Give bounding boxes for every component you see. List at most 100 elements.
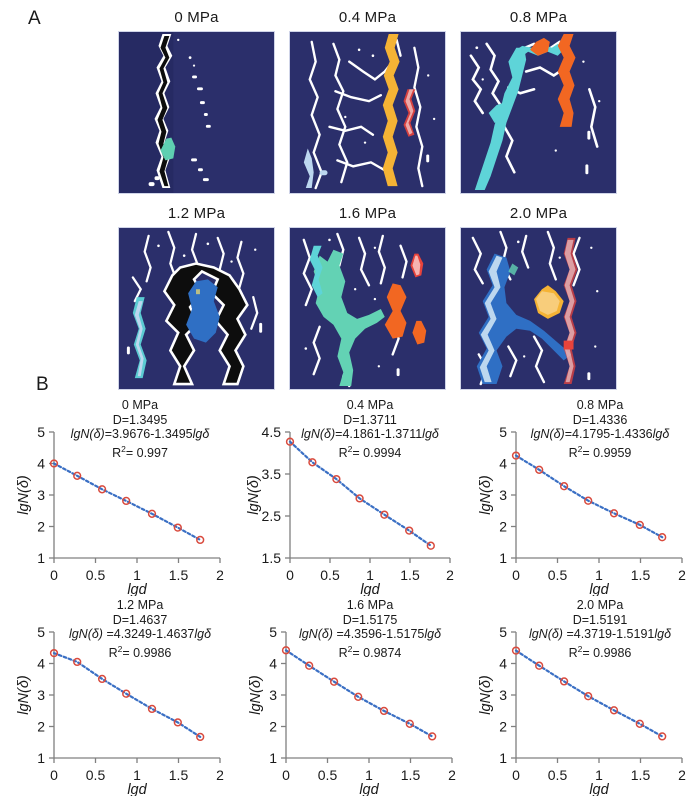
chart-20mpa: 2.0 MPa D=1.5191 lgN(δ) =4.3719-1.5191lg…: [468, 598, 698, 796]
chart-grid: 0 MPa D=1.3495 lgN(δ)=3.9676-1.3495lgδ R…: [8, 398, 700, 796]
ct-title-12mpa: 1.2 MPa: [167, 205, 226, 222]
svg-text:lgd: lgd: [589, 582, 609, 596]
svg-text:0.5: 0.5: [318, 767, 338, 783]
chart-dvalue-12mpa: D=1.4637: [112, 612, 168, 627]
ct-title-04mpa: 0.4 MPa: [338, 9, 397, 26]
svg-text:2: 2: [448, 767, 456, 783]
svg-text:1: 1: [133, 567, 141, 583]
svg-text:0.5: 0.5: [86, 767, 106, 783]
svg-text:5: 5: [37, 424, 45, 440]
chart-svg-04mpa: 4.5 3.5 2.5 1.5 0 0.5 1 1.5 2 lgN(δ) lgd: [246, 424, 454, 596]
chart-r2-04mpa: R2= 0.9994: [338, 443, 402, 460]
ct-image-grid: 0 MPa: [118, 8, 688, 390]
svg-text:lgN(δ): lgN(δ): [248, 675, 264, 714]
ct-title-08mpa: 0.8 MPa: [509, 9, 568, 26]
chart-16mpa: 1.6 MPa D=1.5175 lgN(δ) =4.3596-1.5175lg…: [238, 598, 468, 796]
svg-text:0: 0: [50, 767, 58, 783]
chart-title-16mpa: 1.6 MPa: [346, 598, 394, 612]
svg-text:2: 2: [37, 719, 45, 735]
chart-panel: B 0 MPa D=1.3495 lgN(δ)=3.9676-1.3495lgδ…: [0, 374, 700, 802]
svg-text:0.5: 0.5: [548, 567, 568, 583]
svg-text:lgN(δ): lgN(δ): [478, 675, 494, 714]
svg-text:1: 1: [499, 550, 507, 566]
chart-equation-20mpa: lgN(δ) =4.3719-1.5191lgδ: [528, 627, 672, 641]
svg-text:3: 3: [499, 487, 507, 503]
svg-text:lgN(δ): lgN(δ): [246, 475, 262, 514]
ct-image-20mpa: [460, 227, 617, 390]
svg-text:1.5: 1.5: [169, 567, 189, 583]
ct-cell-20mpa: 2.0 MPa: [460, 204, 617, 390]
svg-text:lgN(δ): lgN(δ): [16, 475, 32, 514]
svg-text:1.5: 1.5: [631, 767, 651, 783]
svg-text:1: 1: [595, 767, 603, 783]
svg-text:5: 5: [269, 624, 277, 640]
chart-row-bottom: 1.2 MPa D=1.4637 lgN(δ) =4.3249-1.4637lg…: [8, 598, 700, 796]
chart-equation-16mpa: lgN(δ) =4.3596-1.5175lgδ: [298, 627, 442, 641]
svg-text:0.5: 0.5: [548, 767, 568, 783]
svg-text:4: 4: [37, 456, 45, 472]
ct-cell-0mpa: 0 MPa: [118, 8, 275, 194]
svg-text:5: 5: [499, 624, 507, 640]
svg-text:1.5: 1.5: [401, 767, 421, 783]
svg-text:4: 4: [499, 656, 507, 672]
chart-header-0mpa: 0 MPa D=1.3495 lgN(δ)=3.9676-1.3495lgδ R…: [42, 398, 238, 460]
svg-text:lgd: lgd: [359, 782, 379, 796]
chart-0mpa: 0 MPa D=1.3495 lgN(δ)=3.9676-1.3495lgδ R…: [8, 398, 238, 596]
svg-text:2: 2: [678, 767, 686, 783]
svg-text:lgN(δ): lgN(δ): [16, 675, 32, 714]
chart-header-16mpa: 1.6 MPa D=1.5175 lgN(δ) =4.3596-1.5175lg…: [272, 598, 468, 660]
chart-dvalue-04mpa: D=1.3711: [343, 412, 397, 427]
svg-text:0.5: 0.5: [86, 567, 106, 583]
chart-header-04mpa: 0.4 MPa D=1.3711 lgN(δ)=4.1861-1.3711lgδ…: [272, 398, 468, 460]
svg-text:2: 2: [269, 719, 277, 735]
chart-svg-0mpa: 5 4 3 2 1 0 0.5 1 1.5 2 lgN(δ) lgd: [16, 424, 224, 596]
chart-title-08mpa: 0.8 MPa: [576, 398, 624, 412]
svg-text:4: 4: [269, 656, 277, 672]
svg-text:0: 0: [512, 767, 520, 783]
svg-text:3: 3: [499, 687, 507, 703]
svg-text:0: 0: [50, 567, 58, 583]
svg-text:1.5: 1.5: [169, 767, 189, 783]
svg-text:1: 1: [595, 567, 603, 583]
ct-title-0mpa: 0 MPa: [174, 9, 219, 26]
ct-image-04mpa: [289, 31, 446, 194]
ct-cell-12mpa: 1.2 MPa: [118, 204, 275, 390]
svg-text:2: 2: [446, 567, 454, 583]
ct-image-08mpa: [460, 31, 617, 194]
chart-12mpa: 1.2 MPa D=1.4637 lgN(δ) =4.3249-1.4637lg…: [8, 598, 238, 796]
chart-header-20mpa: 2.0 MPa D=1.5191 lgN(δ) =4.3719-1.5191lg…: [502, 598, 698, 660]
ct-cell-08mpa: 0.8 MPa: [460, 8, 617, 194]
svg-text:2: 2: [678, 567, 686, 583]
svg-text:3: 3: [37, 687, 45, 703]
svg-text:lgd: lgd: [127, 782, 147, 796]
chart-equation-04mpa: lgN(δ)=4.1861-1.3711lgδ: [301, 427, 439, 441]
svg-text:0: 0: [282, 767, 290, 783]
svg-text:2.5: 2.5: [262, 508, 282, 524]
svg-text:3: 3: [37, 487, 45, 503]
panel-letter-b: B: [36, 374, 49, 395]
svg-text:2: 2: [37, 519, 45, 535]
chart-title-20mpa: 2.0 MPa: [576, 598, 624, 612]
ct-row-top: 0 MPa: [118, 8, 688, 194]
ct-image-12mpa: [118, 227, 275, 390]
svg-text:1: 1: [499, 750, 507, 766]
svg-text:3: 3: [269, 687, 277, 703]
svg-text:1: 1: [37, 750, 45, 766]
ct-title-20mpa: 2.0 MPa: [509, 205, 568, 222]
ct-title-16mpa: 1.6 MPa: [338, 205, 397, 222]
chart-dvalue-0mpa: D=1.3495: [112, 412, 168, 427]
chart-svg-20mpa: 5 4 3 2 1 0 0.5 1 1.5 2 lgN(δ) lgd: [478, 624, 686, 796]
svg-text:1: 1: [133, 767, 141, 783]
chart-04mpa: 0.4 MPa D=1.3711 lgN(δ)=4.1861-1.3711lgδ…: [238, 398, 468, 596]
ct-panel: A 0 MPa: [0, 0, 700, 390]
chart-dvalue-20mpa: D=1.5191: [572, 612, 628, 627]
chart-dvalue-08mpa: D=1.4336: [572, 412, 628, 427]
chart-title-0mpa: 0 MPa: [121, 398, 159, 412]
chart-r2-0mpa: R2= 0.997: [112, 443, 168, 460]
chart-header-08mpa: 0.8 MPa D=1.4336 lgN(δ)=4.1795-1.4336lgδ…: [502, 398, 698, 460]
svg-text:1: 1: [366, 567, 374, 583]
svg-text:lgd: lgd: [589, 782, 609, 796]
svg-text:1.5: 1.5: [631, 567, 651, 583]
chart-row-top: 0 MPa D=1.3495 lgN(δ)=3.9676-1.3495lgδ R…: [8, 398, 700, 596]
ct-image-0mpa: [118, 31, 275, 194]
